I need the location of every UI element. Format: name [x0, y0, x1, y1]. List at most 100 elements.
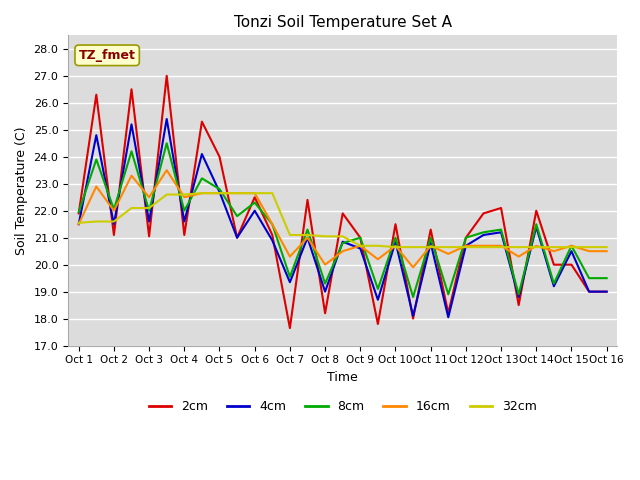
- 4cm: [497, 229, 505, 235]
- 4cm: [321, 289, 329, 295]
- 16cm: [145, 194, 153, 200]
- 4cm: [145, 218, 153, 224]
- 4cm: [462, 243, 470, 249]
- 2cm: [462, 235, 470, 240]
- 2cm: [110, 232, 118, 238]
- 16cm: [198, 190, 205, 196]
- Line: 32cm: 32cm: [79, 193, 607, 247]
- 8cm: [268, 221, 276, 227]
- 16cm: [110, 208, 118, 214]
- 16cm: [603, 248, 611, 254]
- 4cm: [286, 279, 294, 285]
- 8cm: [321, 281, 329, 287]
- 16cm: [409, 264, 417, 270]
- 8cm: [75, 209, 83, 215]
- 2cm: [216, 154, 223, 160]
- 8cm: [515, 291, 522, 297]
- 4cm: [180, 218, 188, 224]
- 32cm: [127, 205, 135, 211]
- 4cm: [216, 189, 223, 195]
- 4cm: [110, 221, 118, 227]
- 16cm: [127, 173, 135, 179]
- 4cm: [303, 235, 311, 240]
- 16cm: [180, 194, 188, 200]
- 8cm: [339, 240, 346, 246]
- 4cm: [374, 297, 381, 302]
- 4cm: [568, 248, 575, 254]
- 32cm: [427, 244, 435, 250]
- Y-axis label: Soil Temperature (C): Soil Temperature (C): [15, 126, 28, 255]
- 8cm: [145, 208, 153, 214]
- 8cm: [163, 140, 170, 146]
- 4cm: [427, 240, 435, 246]
- 2cm: [603, 289, 611, 295]
- 16cm: [568, 243, 575, 249]
- 8cm: [550, 281, 557, 287]
- 2cm: [233, 235, 241, 240]
- 32cm: [286, 232, 294, 238]
- 8cm: [603, 275, 611, 281]
- 4cm: [409, 313, 417, 319]
- 2cm: [497, 205, 505, 211]
- 4cm: [251, 208, 259, 214]
- 8cm: [303, 227, 311, 232]
- 32cm: [462, 244, 470, 250]
- 4cm: [515, 294, 522, 300]
- 32cm: [303, 232, 311, 238]
- 8cm: [568, 243, 575, 249]
- 4cm: [356, 246, 364, 252]
- 2cm: [198, 119, 205, 124]
- 4cm: [233, 235, 241, 240]
- 16cm: [339, 248, 346, 254]
- Line: 16cm: 16cm: [79, 170, 607, 267]
- 8cm: [251, 200, 259, 205]
- 4cm: [585, 289, 593, 295]
- 16cm: [585, 248, 593, 254]
- 2cm: [568, 262, 575, 267]
- 16cm: [550, 248, 557, 254]
- 32cm: [603, 244, 611, 250]
- 32cm: [515, 244, 522, 250]
- Legend: 2cm, 4cm, 8cm, 16cm, 32cm: 2cm, 4cm, 8cm, 16cm, 32cm: [143, 396, 542, 418]
- 8cm: [409, 294, 417, 300]
- 8cm: [497, 227, 505, 232]
- 32cm: [145, 205, 153, 211]
- 8cm: [216, 186, 223, 192]
- 4cm: [603, 289, 611, 295]
- 16cm: [251, 190, 259, 196]
- 4cm: [550, 283, 557, 289]
- 16cm: [497, 243, 505, 249]
- 32cm: [180, 192, 188, 197]
- 4cm: [392, 239, 399, 245]
- 16cm: [163, 168, 170, 173]
- 2cm: [268, 232, 276, 238]
- 8cm: [127, 148, 135, 154]
- 2cm: [444, 311, 452, 316]
- 2cm: [127, 86, 135, 92]
- 32cm: [585, 244, 593, 250]
- 32cm: [268, 190, 276, 196]
- 16cm: [268, 221, 276, 227]
- 8cm: [286, 274, 294, 280]
- 32cm: [479, 244, 487, 250]
- 8cm: [356, 235, 364, 240]
- 32cm: [409, 244, 417, 250]
- 32cm: [216, 190, 223, 196]
- 32cm: [550, 244, 557, 250]
- 32cm: [392, 244, 399, 250]
- 8cm: [444, 291, 452, 297]
- 32cm: [532, 244, 540, 250]
- 16cm: [479, 243, 487, 249]
- 2cm: [303, 197, 311, 203]
- 4cm: [127, 121, 135, 127]
- 16cm: [216, 190, 223, 196]
- 4cm: [444, 314, 452, 320]
- Text: TZ_fmet: TZ_fmet: [79, 49, 136, 62]
- 8cm: [427, 235, 435, 240]
- 2cm: [392, 221, 399, 227]
- 2cm: [427, 227, 435, 232]
- 16cm: [444, 251, 452, 257]
- 2cm: [585, 289, 593, 295]
- 16cm: [75, 221, 83, 227]
- Title: Tonzi Soil Temperature Set A: Tonzi Soil Temperature Set A: [234, 15, 452, 30]
